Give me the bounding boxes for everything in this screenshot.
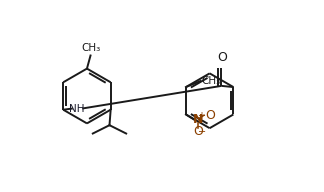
Text: −: − [198, 127, 206, 137]
Text: O: O [217, 51, 227, 64]
Text: N: N [193, 113, 203, 126]
Text: +: + [197, 111, 205, 121]
Text: CH₃: CH₃ [81, 43, 101, 53]
Text: O: O [193, 125, 203, 138]
Text: CH₃: CH₃ [202, 76, 221, 86]
Text: NH: NH [69, 103, 85, 113]
Text: O: O [205, 109, 215, 122]
